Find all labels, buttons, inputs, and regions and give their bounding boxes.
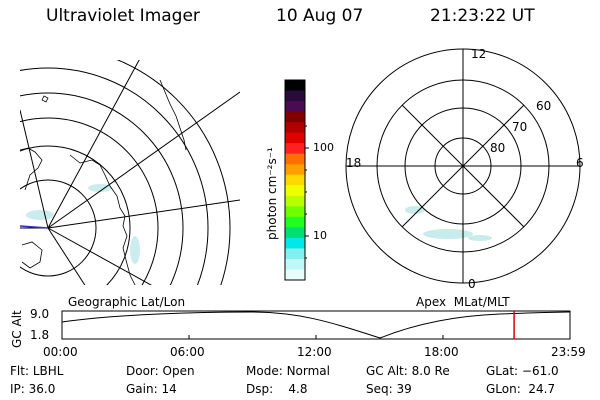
status-dsp: Dsp: 4.8 bbox=[246, 382, 308, 396]
status-ip: IP: 36.0 bbox=[10, 382, 56, 396]
altitude-curve bbox=[61, 311, 571, 339]
colorbar-segment bbox=[285, 90, 305, 102]
altitude-xtick-0600: 06:00 bbox=[170, 345, 205, 359]
colorbar-segment bbox=[285, 164, 305, 176]
colorbar-tick-10: 10 bbox=[313, 229, 327, 242]
colorbar-segment bbox=[285, 80, 305, 92]
colorbar-segment bbox=[285, 216, 305, 228]
app-title: Ultraviolet Imager bbox=[46, 6, 200, 26]
geographic-map bbox=[20, 60, 240, 285]
status-gain: Gain: 14 bbox=[126, 382, 177, 396]
altitude-xtick-0000: 00:00 bbox=[43, 345, 78, 359]
colorbar-segment bbox=[285, 132, 305, 144]
mlt-label-18: 18 bbox=[346, 156, 362, 170]
colorbar-segment bbox=[285, 248, 305, 260]
colorbar-segment bbox=[285, 174, 305, 186]
status-glon: GLon: 24.7 bbox=[486, 382, 556, 396]
colorbar-segment bbox=[285, 111, 305, 123]
colorbar-segment bbox=[285, 143, 305, 155]
colorbar-segment bbox=[285, 269, 305, 281]
status-filter: Flt: LBHL bbox=[10, 364, 64, 378]
altitude-y-label: GC Alt bbox=[10, 310, 24, 348]
status-seq: Seq: 39 bbox=[366, 382, 412, 396]
colorbar-segment bbox=[285, 122, 305, 134]
colorbar-segment bbox=[285, 227, 305, 239]
colorbar-segment bbox=[285, 185, 305, 197]
colorbar-segment bbox=[285, 258, 305, 270]
altitude-xtick-1200: 12:00 bbox=[297, 345, 332, 359]
altitude-ytick-1-8: 1.8 bbox=[30, 328, 50, 342]
altitude-xtick-2359: 23:59 bbox=[551, 345, 586, 359]
colorbar-segment bbox=[285, 195, 305, 207]
magnetic-polar-plot bbox=[345, 48, 581, 284]
mlat-label-70: 70 bbox=[512, 120, 528, 134]
status-glat: GLat: −61.0 bbox=[486, 364, 559, 378]
colorbar-units-label: photon cm⁻²s⁻¹ bbox=[265, 147, 279, 240]
colorbar-segment bbox=[285, 206, 305, 218]
geographic-map-label: Geographic Lat/Lon bbox=[68, 295, 186, 309]
colorbar-segment bbox=[285, 237, 305, 249]
time-label: 21:23:22 UT bbox=[430, 6, 535, 26]
altitude-xtick-1800: 18:00 bbox=[424, 345, 459, 359]
mlt-label-0: 0 bbox=[468, 277, 476, 291]
colorbar-tick-100: 100 bbox=[313, 141, 334, 154]
mlat-label-80: 80 bbox=[490, 141, 506, 155]
colorbar-segment bbox=[285, 153, 305, 165]
status-door: Door: Open bbox=[126, 364, 195, 378]
colorbar bbox=[285, 80, 305, 281]
colorbar-segment bbox=[285, 101, 305, 113]
mlt-label-6: 6 bbox=[576, 156, 584, 170]
mlat-label-60: 60 bbox=[536, 99, 552, 113]
status-gc-alt: GC Alt: 8.0 Re bbox=[366, 364, 450, 378]
status-mode: Mode: Normal bbox=[246, 364, 330, 378]
mlt-label-12: 12 bbox=[471, 47, 487, 61]
date-label: 10 Aug 07 bbox=[276, 6, 364, 26]
apex-map-label: Apex MLat/MLT bbox=[416, 295, 510, 309]
altitude-ytick-9: 9.0 bbox=[30, 307, 50, 321]
